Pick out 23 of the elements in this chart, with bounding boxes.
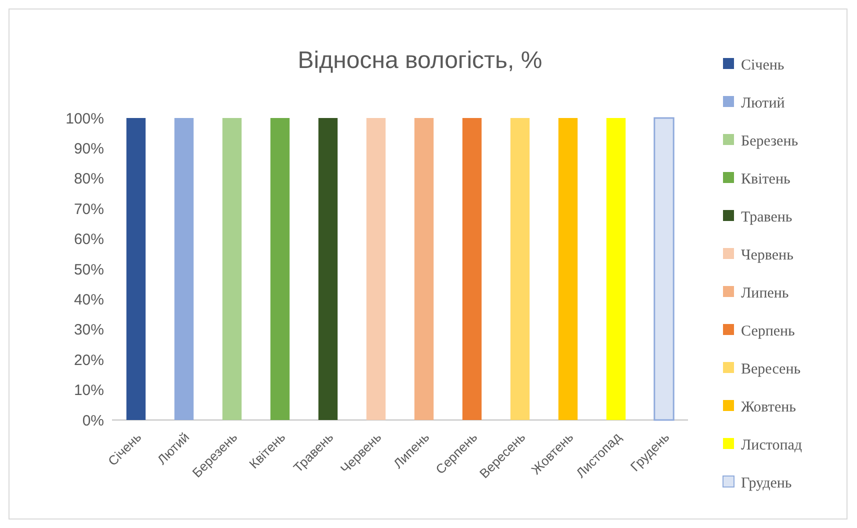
y-tick-label: 50% xyxy=(74,261,104,278)
legend-label: Серпень xyxy=(741,323,796,340)
legend-label: Травень xyxy=(741,209,792,226)
legend-label: Вересень xyxy=(741,361,801,378)
y-tick-label: 60% xyxy=(74,231,104,248)
legend-label: Червень xyxy=(741,247,794,264)
legend-label: Квітень xyxy=(741,171,790,188)
y-tick-label: 90% xyxy=(74,140,104,158)
y-tick-label: 100% xyxy=(66,110,104,128)
y-tick-label: 0% xyxy=(82,412,104,430)
legend-label: Січень xyxy=(741,57,784,74)
legend-label: Грудень xyxy=(741,475,792,492)
legend-label: Жовтень xyxy=(741,399,796,416)
y-tick-label: 20% xyxy=(74,352,104,369)
y-tick-label: 70% xyxy=(74,200,104,218)
chart-title: Відносна вологість, % xyxy=(298,47,542,74)
y-tick-label: 10% xyxy=(74,382,104,400)
legend-label: Березень xyxy=(741,133,798,150)
legend-label: Липень xyxy=(741,285,789,302)
y-tick-label: 40% xyxy=(74,291,104,308)
legend-label: Лютий xyxy=(741,95,785,112)
y-tick-label: 30% xyxy=(74,322,104,339)
y-tick-label: 80% xyxy=(74,170,104,188)
